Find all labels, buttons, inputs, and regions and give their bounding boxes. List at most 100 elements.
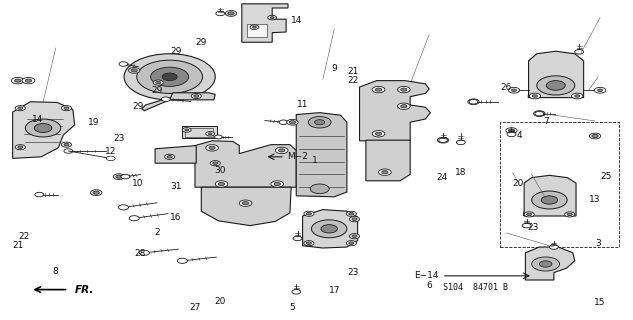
Circle shape [35, 192, 44, 197]
Text: 23: 23 [527, 223, 539, 232]
Bar [182, 126, 217, 138]
Circle shape [213, 162, 218, 164]
Text: 12: 12 [105, 148, 116, 156]
Circle shape [440, 139, 446, 142]
Circle shape [346, 211, 356, 216]
Text: 30: 30 [215, 166, 226, 175]
Circle shape [437, 137, 449, 143]
Text: 5: 5 [289, 303, 296, 312]
Text: 11: 11 [297, 100, 308, 109]
Polygon shape [201, 187, 291, 226]
Polygon shape [142, 98, 170, 111]
Circle shape [567, 213, 572, 216]
Text: M−2: M−2 [287, 152, 308, 161]
Text: 21: 21 [348, 67, 359, 76]
Circle shape [153, 80, 163, 85]
Text: 29: 29 [170, 47, 182, 56]
Circle shape [208, 133, 212, 135]
Circle shape [15, 79, 21, 82]
Polygon shape [170, 93, 215, 100]
Circle shape [151, 67, 189, 86]
Circle shape [177, 258, 187, 263]
Circle shape [161, 97, 170, 101]
Circle shape [287, 119, 298, 125]
Text: FR.: FR. [75, 284, 94, 295]
Circle shape [250, 25, 259, 29]
Circle shape [311, 220, 347, 238]
Polygon shape [303, 210, 358, 248]
Circle shape [64, 143, 69, 146]
Circle shape [310, 184, 329, 194]
Text: 14: 14 [291, 16, 302, 25]
Polygon shape [155, 146, 196, 163]
Circle shape [15, 145, 25, 150]
Circle shape [215, 135, 222, 139]
Circle shape [401, 88, 407, 91]
Text: E−14: E−14 [414, 271, 439, 280]
Circle shape [93, 191, 99, 194]
Circle shape [470, 100, 477, 103]
Circle shape [349, 242, 354, 244]
Circle shape [289, 121, 296, 124]
Text: 28: 28 [135, 249, 146, 258]
Circle shape [18, 107, 23, 109]
Circle shape [537, 76, 575, 95]
Circle shape [209, 146, 215, 149]
Circle shape [527, 213, 532, 216]
Circle shape [508, 129, 515, 132]
Circle shape [539, 261, 552, 267]
Polygon shape [524, 175, 576, 216]
Circle shape [215, 181, 228, 187]
Circle shape [532, 191, 567, 209]
Text: 15: 15 [594, 298, 606, 307]
Circle shape [375, 132, 382, 135]
Circle shape [64, 149, 73, 153]
Circle shape [124, 54, 215, 100]
Circle shape [349, 234, 360, 239]
Circle shape [315, 120, 325, 125]
Text: 17: 17 [329, 286, 340, 295]
Polygon shape [360, 81, 430, 141]
Polygon shape [13, 102, 75, 158]
Text: 20: 20 [215, 297, 226, 306]
Circle shape [275, 147, 288, 154]
Circle shape [121, 174, 130, 179]
Circle shape [91, 190, 102, 196]
Circle shape [382, 171, 388, 174]
Text: 21: 21 [12, 241, 23, 250]
Circle shape [162, 73, 177, 81]
Circle shape [61, 142, 72, 147]
Circle shape [529, 93, 541, 99]
Circle shape [508, 87, 520, 93]
Circle shape [304, 241, 314, 246]
Polygon shape [525, 247, 575, 280]
Circle shape [549, 245, 558, 249]
Circle shape [304, 211, 314, 216]
Circle shape [216, 11, 225, 16]
Text: 13: 13 [589, 195, 601, 204]
Circle shape [541, 196, 558, 204]
Circle shape [572, 93, 583, 99]
Circle shape [139, 250, 149, 255]
Circle shape [167, 156, 172, 158]
Text: 26: 26 [501, 83, 512, 92]
Circle shape [349, 212, 354, 215]
Circle shape [375, 88, 382, 91]
Circle shape [194, 95, 199, 97]
Text: 27: 27 [189, 303, 201, 312]
Text: 10: 10 [132, 180, 144, 188]
Circle shape [15, 106, 25, 111]
Text: 1: 1 [312, 156, 318, 165]
Text: 14: 14 [32, 115, 44, 124]
Circle shape [522, 223, 531, 228]
Circle shape [352, 235, 357, 237]
Circle shape [11, 77, 24, 84]
Polygon shape [242, 4, 288, 42]
Circle shape [469, 100, 478, 104]
Circle shape [156, 81, 161, 84]
Circle shape [372, 86, 385, 93]
Circle shape [598, 89, 603, 92]
Circle shape [128, 68, 140, 73]
Text: 23: 23 [113, 134, 125, 143]
Circle shape [206, 132, 215, 136]
